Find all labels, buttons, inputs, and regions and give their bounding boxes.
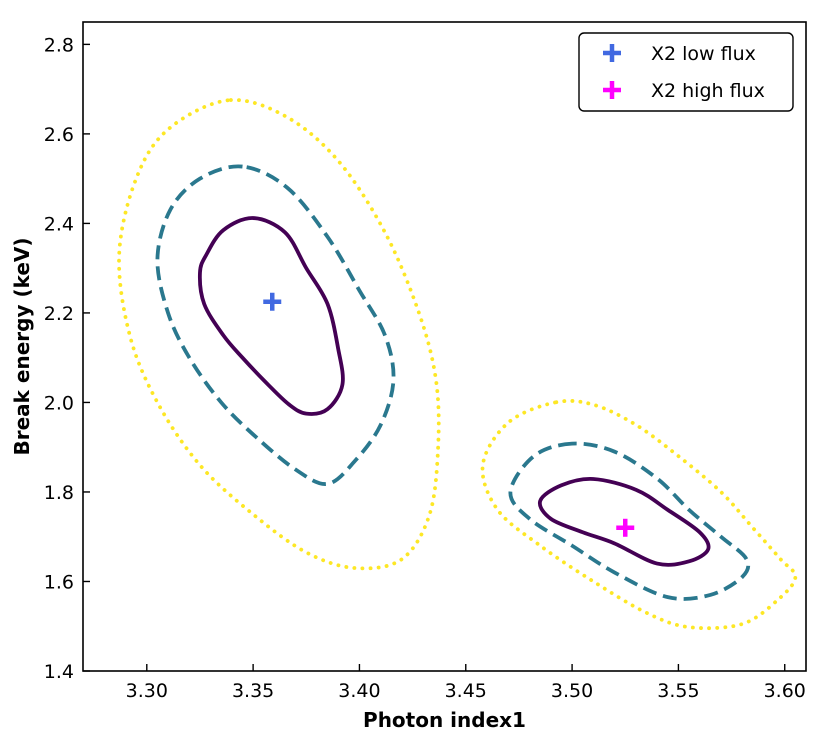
plot-frame (82, 21, 807, 672)
x-tick-label: 3.50 (551, 680, 593, 702)
x2-low-flux-contour-inner (197, 216, 345, 416)
legend-box (578, 32, 794, 112)
y-tick-label: 1.4 (44, 661, 74, 683)
legend-marker-x2-low-flux (603, 44, 621, 62)
x-tick-label: 3.40 (338, 680, 380, 702)
x-axis-label: Photon index1 (363, 708, 526, 732)
y-tick-label: 1.6 (44, 571, 74, 593)
legend-label-x2-low-flux: X2 low flux (651, 43, 756, 65)
x-tick-label: 3.55 (657, 680, 699, 702)
x2-high-flux-best-fit-marker (616, 518, 635, 537)
legend-label-x2-high-flux: X2 high flux (651, 80, 765, 102)
y-axis-ticks: 1.4 1.6 1.8 2.0 2.2 2.4 2.6 2.8 (44, 34, 90, 683)
y-tick-label: 1.8 (44, 482, 74, 504)
x2-low-flux-best-fit-marker (263, 292, 282, 311)
y-axis-label: Break energy (keV) (10, 237, 34, 455)
x2-low-flux-contour-middle (155, 164, 396, 486)
y-tick-label: 2.6 (44, 124, 74, 146)
legend: X2 low flux X2 high flux (578, 32, 794, 112)
y-tick-label: 2.2 (44, 303, 74, 325)
x-tick-label: 3.45 (445, 680, 487, 702)
x2-high-flux-contour-inner (537, 476, 711, 567)
x-tick-label: 3.60 (764, 680, 806, 702)
x-tick-label: 3.30 (126, 680, 168, 702)
y-tick-label: 2.4 (44, 213, 74, 235)
x-tick-label: 3.35 (232, 680, 274, 702)
x2-high-flux-contour-middle (508, 441, 751, 601)
legend-marker-x2-high-flux (603, 81, 621, 99)
x2-high-flux-contour-outer (480, 398, 798, 631)
x2-low-flux-contour-outer (117, 98, 441, 571)
marker-layer (263, 292, 635, 537)
contour-layer (117, 98, 798, 631)
x-axis-ticks: 3.30 3.35 3.40 3.45 3.50 3.55 3.60 (126, 664, 806, 702)
y-tick-label: 2.8 (44, 34, 74, 56)
y-tick-label: 2.0 (44, 392, 74, 414)
